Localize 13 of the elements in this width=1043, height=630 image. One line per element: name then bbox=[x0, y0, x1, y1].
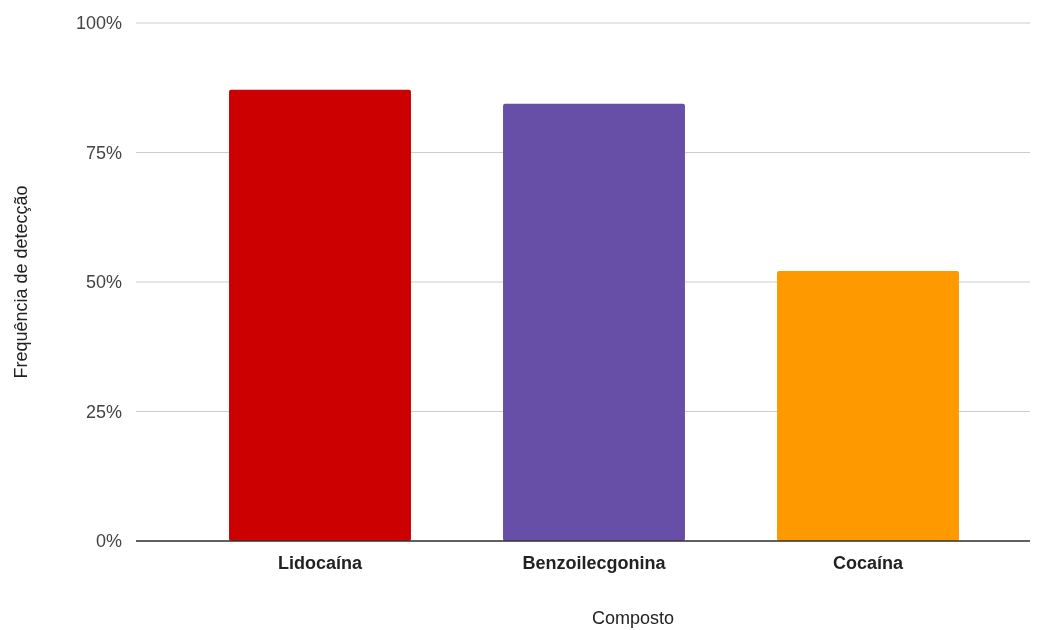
y-tick-label: 50% bbox=[85, 272, 122, 293]
bar bbox=[503, 103, 685, 541]
x-axis-title: Composto bbox=[591, 608, 675, 628]
x-tick-label: Benzoilecgonina bbox=[522, 553, 667, 573]
y-tick-label: 75% bbox=[85, 142, 122, 163]
x-tick-label: Cocaína bbox=[832, 553, 904, 573]
bar bbox=[229, 89, 411, 541]
y-axis-title: Frequência de detecção bbox=[11, 185, 31, 379]
y-tick-label: 25% bbox=[85, 401, 122, 422]
y-tick-label: 100% bbox=[75, 13, 122, 34]
x-tick-label: Lidocaína bbox=[277, 553, 363, 573]
y-tick-label: 0% bbox=[95, 531, 122, 552]
bar bbox=[777, 271, 959, 541]
